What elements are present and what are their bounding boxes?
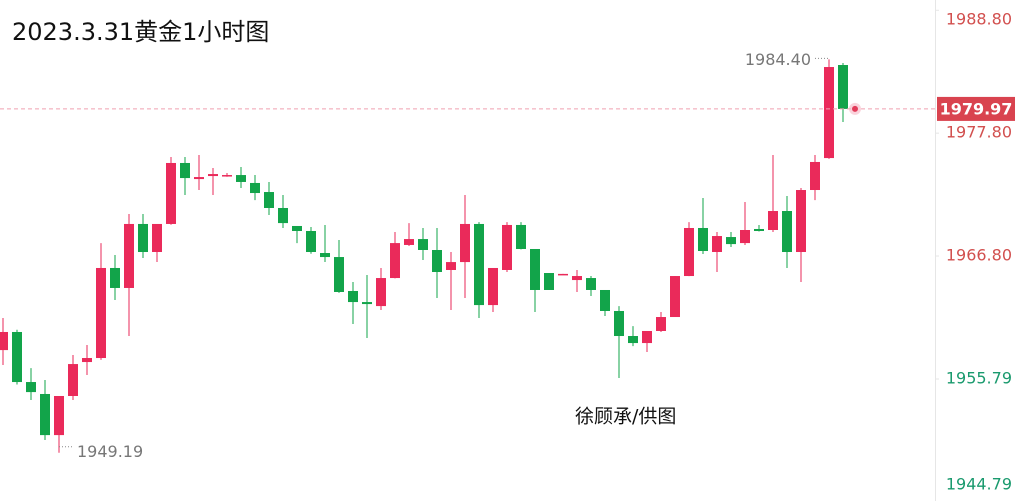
candle-body xyxy=(796,190,806,253)
candle-body xyxy=(656,317,666,331)
candle-body xyxy=(180,162,190,179)
candle-body xyxy=(194,177,204,180)
candle-body xyxy=(26,382,36,393)
candle-body xyxy=(670,276,680,318)
candle-body xyxy=(488,267,498,306)
candle-body xyxy=(110,267,120,288)
candle-body xyxy=(684,227,694,277)
candle-body xyxy=(222,175,232,177)
watermark: 徐顾承/供图 xyxy=(575,406,676,428)
candle-body xyxy=(404,239,414,245)
candle-body xyxy=(306,231,316,253)
candle-body xyxy=(600,289,610,311)
chart-title: 2023.3.31黄金1小时图 xyxy=(12,18,269,46)
candle-body xyxy=(530,248,540,290)
y-tick-label: 1977.80 xyxy=(946,123,1012,142)
candle-body xyxy=(40,393,50,436)
candle-body xyxy=(586,278,596,290)
candle-body xyxy=(544,273,554,290)
candle-body xyxy=(208,174,218,177)
y-tick-label: 1955.79 xyxy=(946,369,1012,388)
candle-body xyxy=(166,162,176,224)
candle-body xyxy=(572,276,582,281)
candle-body xyxy=(446,262,456,270)
candle-body xyxy=(334,257,344,292)
candle-body xyxy=(96,267,106,359)
candle-body xyxy=(614,310,624,337)
candle-body xyxy=(810,161,820,191)
candle-body xyxy=(726,237,736,245)
candle-body xyxy=(754,228,764,232)
y-tick-label: 1988.80 xyxy=(946,10,1012,29)
annotation-label: 1984.40 xyxy=(745,50,811,69)
candle-body xyxy=(418,239,428,250)
candle-body xyxy=(824,67,834,159)
candle-body xyxy=(292,225,302,232)
candle-body xyxy=(838,65,848,109)
candle-body xyxy=(362,302,372,305)
last-price-dot xyxy=(852,105,858,112)
candle-body xyxy=(502,224,512,270)
candle-body xyxy=(474,223,484,306)
candle-body xyxy=(642,330,652,344)
candle-body xyxy=(740,230,750,244)
candle-body xyxy=(68,364,78,396)
last-price-tag xyxy=(937,96,1015,121)
y-tick-label: 1966.80 xyxy=(946,246,1012,265)
candle-body xyxy=(348,290,358,303)
candle-body xyxy=(516,224,526,249)
candle-body xyxy=(460,223,470,263)
candle-body xyxy=(0,331,8,351)
candle-body xyxy=(250,182,260,194)
candle-body xyxy=(712,236,722,253)
candle-body xyxy=(390,243,400,279)
candle-body xyxy=(152,223,162,253)
candle-body xyxy=(376,278,386,307)
candle-body xyxy=(12,331,22,383)
candle-body xyxy=(782,211,792,253)
candle-body xyxy=(320,253,330,258)
candle-body xyxy=(124,223,134,288)
candle-body xyxy=(698,227,708,252)
last-price-label: 1979.97 xyxy=(940,99,1013,118)
candle-body xyxy=(768,211,778,231)
candle-body xyxy=(432,249,442,273)
candle-body xyxy=(558,273,568,276)
candle-body xyxy=(82,358,92,363)
candle-body xyxy=(138,223,148,253)
candle-body xyxy=(54,395,64,436)
candle-body xyxy=(628,336,638,344)
candle-body xyxy=(278,207,288,224)
y-tick-label: 1944.79 xyxy=(946,475,1012,494)
annotation-label: 1949.19 xyxy=(77,442,143,461)
candle-body xyxy=(236,175,246,182)
candle-body xyxy=(264,192,274,208)
